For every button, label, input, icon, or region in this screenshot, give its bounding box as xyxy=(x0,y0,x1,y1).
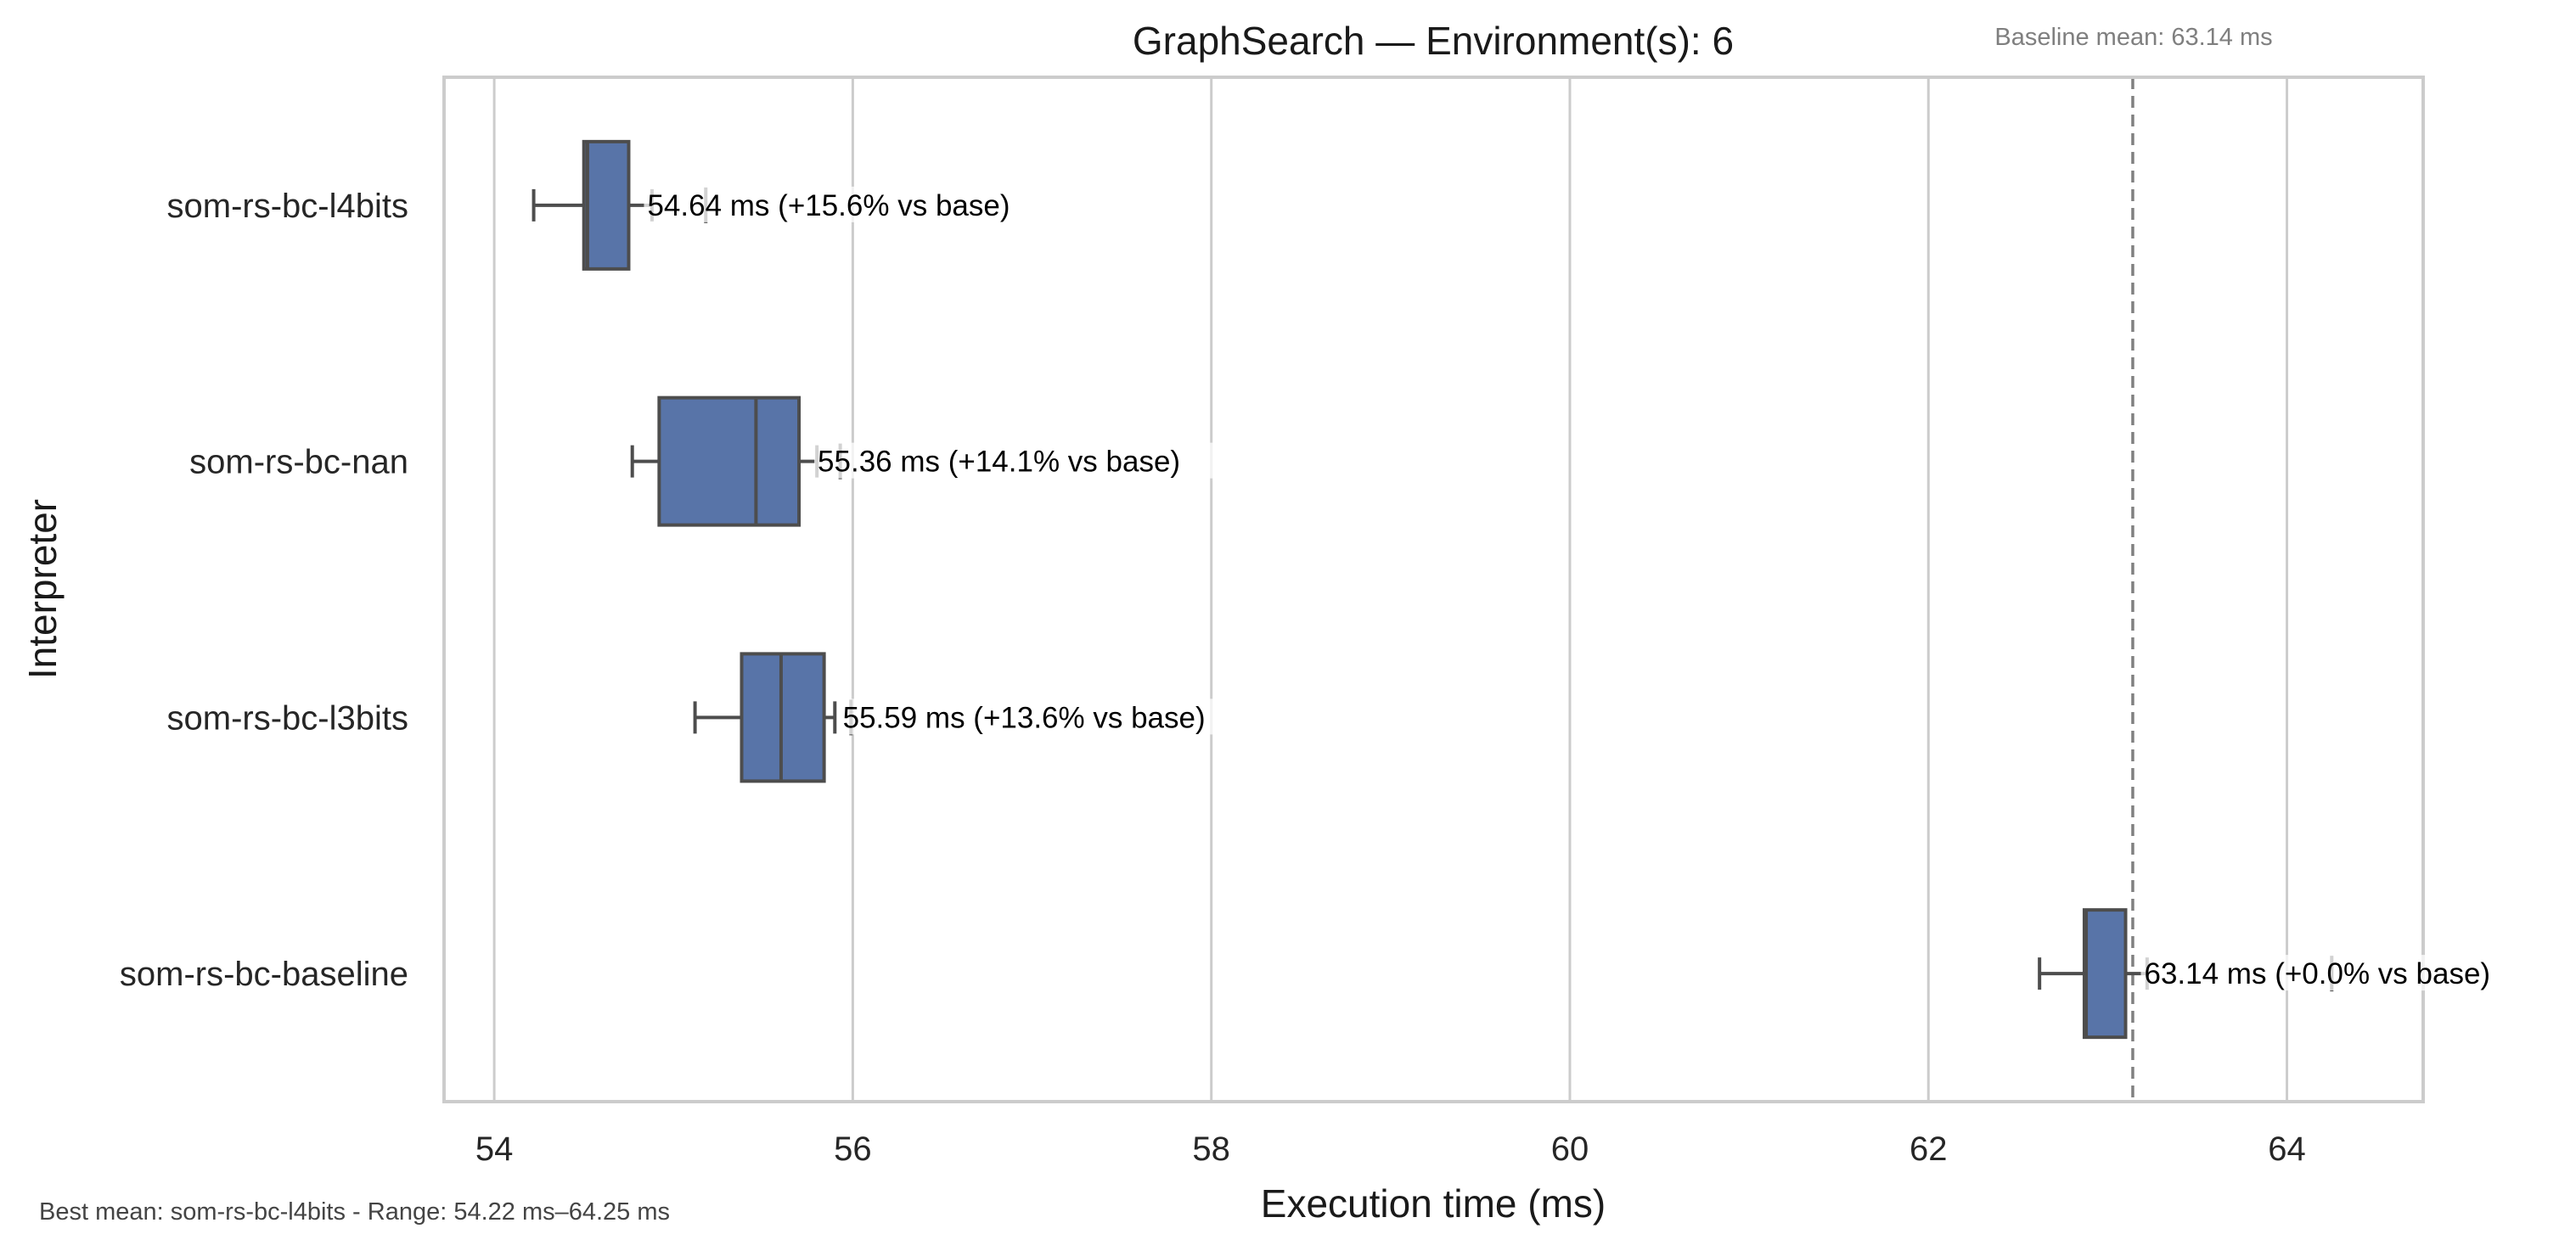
y-tick-label: som-rs-bc-baseline xyxy=(120,956,408,993)
y-tick-label: som-rs-bc-l4bits xyxy=(167,188,408,225)
annotation-background xyxy=(814,442,1230,479)
x-tick-label: 62 xyxy=(1910,1130,1948,1168)
box-iqr xyxy=(2082,908,2128,1040)
box-group xyxy=(532,139,708,271)
box-iqr xyxy=(657,395,801,527)
x-tick-label: 56 xyxy=(834,1130,872,1168)
chart-title: GraphSearch — Environment(s): 6 xyxy=(1133,19,1734,63)
box-group xyxy=(693,652,853,783)
annotation-background xyxy=(2140,955,2541,991)
mean-annotation: 54.64 ms (+15.6% vs base) xyxy=(647,189,1010,222)
y-tick-label: som-rs-bc-nan xyxy=(189,444,408,481)
mean-annotation: 55.36 ms (+14.1% vs base) xyxy=(818,446,1180,479)
annotation-layer: 54.64 ms (+15.6% vs base) 55.36 ms (+14.1… xyxy=(644,186,2541,991)
box-iqr xyxy=(582,139,631,271)
mean-annotation: 55.59 ms (+13.6% vs base) xyxy=(843,701,1206,734)
x-tick-label: 58 xyxy=(1192,1130,1230,1168)
x-tick-labels: 54 56 58 60 62 64 xyxy=(475,1130,2306,1168)
annotation-background xyxy=(839,698,1255,735)
box-group xyxy=(630,395,842,527)
footnote: Best mean: som-rs-bc-l4bits - Range: 54.… xyxy=(39,1198,670,1226)
box-layer xyxy=(532,139,2334,1040)
box-iqr xyxy=(740,652,826,783)
x-tick-label: 54 xyxy=(475,1130,514,1168)
annotation-background xyxy=(644,186,1060,222)
baseline-mean-label: Baseline mean: 63.14 ms xyxy=(1994,24,2272,51)
x-axis-label: Execution time (ms) xyxy=(1261,1181,1606,1226)
x-tick-label: 60 xyxy=(1551,1130,1589,1168)
y-tick-label: som-rs-bc-l3bits xyxy=(167,699,408,737)
x-tick-label: 64 xyxy=(2268,1130,2306,1168)
y-axis-label: Interpreter xyxy=(20,499,65,679)
grid-lines xyxy=(492,77,2289,1102)
plot-frame xyxy=(442,76,2425,1103)
y-tick-labels: som-rs-bc-l4bits som-rs-bc-nan som-rs-bc-l… xyxy=(120,188,408,993)
mean-annotation: 63.14 ms (+0.0% vs base) xyxy=(2145,957,2491,990)
